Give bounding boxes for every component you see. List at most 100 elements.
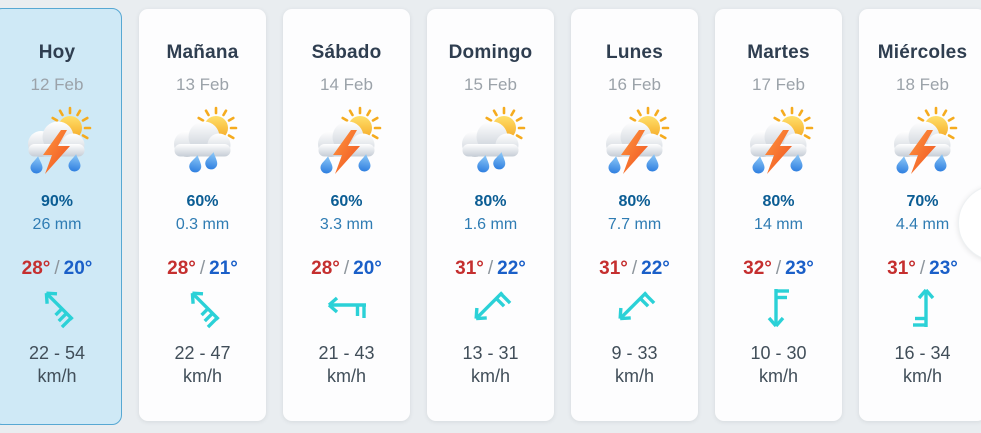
precip-probability: 90% bbox=[40, 193, 74, 210]
temp-separator: / bbox=[919, 258, 926, 279]
day-card-sabado[interactable]: Sábado 14 Feb bbox=[283, 9, 410, 421]
day-card-domingo[interactable]: Domingo 15 Feb bbox=[427, 9, 554, 421]
wind-speed-unit: km/h bbox=[614, 366, 654, 386]
temperature-range: 32°/23° bbox=[743, 258, 814, 280]
wind-speed: 22 - 47 km/h bbox=[174, 342, 230, 388]
wind-speed-range: 21 - 43 bbox=[318, 343, 375, 363]
wind-speed: 22 - 54 km/h bbox=[29, 342, 85, 388]
temp-min: 20° bbox=[63, 258, 93, 279]
wind-speed: 10 - 30 km/h bbox=[750, 342, 806, 388]
precip-amount: 1.6 mm bbox=[463, 216, 518, 233]
temp-max: 32° bbox=[743, 258, 772, 279]
precip-probability: 60% bbox=[330, 193, 363, 210]
lightning-bolt-icon bbox=[764, 130, 792, 174]
raindrop-icon bbox=[646, 154, 658, 172]
lightning-bolt-icon bbox=[332, 130, 360, 174]
wind-speed-unit: km/h bbox=[758, 366, 798, 386]
wind-direction-icon bbox=[473, 291, 511, 321]
weather-icon bbox=[28, 106, 92, 174]
day-name: Miércoles bbox=[877, 42, 968, 63]
temperature-range: 31°/22° bbox=[599, 258, 670, 280]
raindrop-icon bbox=[320, 156, 332, 174]
temp-min: 21° bbox=[209, 258, 238, 279]
weather-icon bbox=[605, 106, 669, 174]
wind-speed-range: 13 - 31 bbox=[462, 343, 519, 363]
temperature-range: 31°/22° bbox=[455, 258, 526, 280]
wind-direction-icon bbox=[327, 296, 366, 318]
wind-speed-unit: km/h bbox=[182, 366, 222, 386]
weather-icon bbox=[893, 106, 957, 174]
precip-amount: 4.4 mm bbox=[895, 216, 950, 233]
wind-speed-unit: km/h bbox=[37, 366, 77, 386]
raindrop-icon bbox=[790, 154, 802, 172]
day-date: 18 Feb bbox=[896, 75, 949, 94]
wind-speed-range: 16 - 34 bbox=[894, 343, 951, 363]
temp-separator: / bbox=[631, 258, 638, 279]
day-date: 16 Feb bbox=[608, 75, 661, 94]
wind-speed-range: 22 - 47 bbox=[174, 343, 231, 363]
precip-probability: 80% bbox=[762, 193, 795, 210]
day-name: Mañana bbox=[166, 42, 239, 63]
day-name: Martes bbox=[747, 42, 810, 63]
raindrop-icon bbox=[68, 154, 81, 172]
weather-icon bbox=[461, 106, 525, 173]
temperature-range: 28°/20° bbox=[22, 258, 93, 280]
precip-probability: 60% bbox=[186, 193, 219, 210]
temp-separator: / bbox=[343, 258, 350, 279]
temp-separator: / bbox=[199, 258, 206, 279]
day-card-manana[interactable]: Mañana 13 Feb bbox=[139, 9, 266, 421]
day-name: Lunes bbox=[606, 42, 663, 63]
temp-min: 20° bbox=[353, 258, 382, 279]
wind-direction-icon bbox=[617, 291, 655, 321]
cloud-icon bbox=[173, 121, 230, 157]
temp-max: 31° bbox=[887, 258, 916, 279]
precip-amount: 26 mm bbox=[32, 216, 82, 233]
day-card-lunes[interactable]: Lunes 16 Feb bbox=[571, 9, 698, 421]
day-card-martes[interactable]: Martes 17 Feb bbox=[715, 9, 842, 421]
precip-amount: 0.3 mm bbox=[175, 216, 230, 233]
temp-max: 28° bbox=[21, 258, 51, 279]
temp-separator: / bbox=[54, 258, 60, 279]
raindrop-icon bbox=[358, 154, 370, 172]
temp-max: 28° bbox=[167, 258, 196, 279]
raindrop-icon bbox=[492, 152, 505, 170]
day-name: Sábado bbox=[311, 42, 382, 63]
precip-amount: 3.3 mm bbox=[319, 216, 374, 233]
wind-speed: 16 - 34 km/h bbox=[894, 342, 950, 388]
wind-speed-unit: km/h bbox=[326, 366, 366, 386]
wind-direction-icon bbox=[767, 289, 789, 328]
temp-min: 23° bbox=[785, 258, 814, 279]
temp-max: 31° bbox=[599, 258, 628, 279]
wind-direction-icon bbox=[912, 288, 934, 327]
temperature-range: 31°/23° bbox=[887, 258, 958, 280]
day-name: Hoy bbox=[38, 42, 76, 63]
raindrop-icon bbox=[896, 156, 908, 174]
temp-min: 23° bbox=[929, 258, 958, 279]
wind-speed-range: 22 - 54 bbox=[28, 343, 86, 363]
day-date: 17 Feb bbox=[752, 75, 805, 94]
day-card-hoy[interactable]: Hoy 12 Feb bbox=[0, 8, 122, 425]
temp-min: 22° bbox=[497, 258, 526, 279]
weather-icon bbox=[749, 106, 813, 174]
day-date: 13 Feb bbox=[176, 75, 229, 94]
precip-amount: 7.7 mm bbox=[607, 216, 662, 233]
precip-probability: 80% bbox=[618, 193, 651, 210]
wind-speed: 9 - 33 km/h bbox=[611, 342, 657, 388]
wind-direction-icon bbox=[190, 291, 220, 329]
cloud-icon bbox=[461, 121, 518, 157]
raindrop-icon bbox=[752, 156, 764, 174]
wind-speed-range: 10 - 30 bbox=[750, 343, 807, 363]
raindrop-icon bbox=[934, 154, 946, 172]
weather-icon bbox=[173, 106, 237, 173]
raindrop-icon bbox=[188, 155, 201, 173]
temp-separator: / bbox=[775, 258, 782, 279]
temperature-range: 28°/21° bbox=[167, 258, 238, 280]
temp-separator: / bbox=[487, 258, 494, 279]
lightning-bolt-icon bbox=[908, 130, 936, 174]
wind-speed: 13 - 31 km/h bbox=[462, 342, 518, 388]
weather-icon bbox=[317, 106, 381, 174]
wind-speed: 21 - 43 km/h bbox=[318, 342, 374, 388]
temperature-range: 28°/20° bbox=[311, 258, 382, 280]
precip-amount: 14 mm bbox=[754, 216, 803, 233]
